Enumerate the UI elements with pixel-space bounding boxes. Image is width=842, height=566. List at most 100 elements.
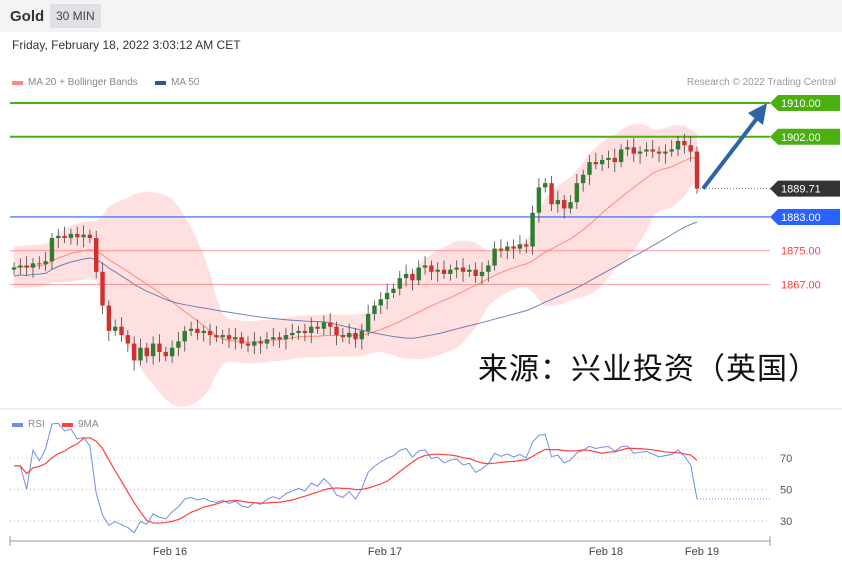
candle-body <box>81 234 86 238</box>
candle-body <box>644 149 649 152</box>
candle-body <box>125 335 131 344</box>
candle-body <box>87 234 93 239</box>
rsi-tick-label: 30 <box>780 516 792 528</box>
candle-body <box>549 183 554 205</box>
candle-body <box>68 233 74 239</box>
candle-body <box>309 326 314 333</box>
rsi-tick-label: 70 <box>780 453 792 465</box>
level-label: 1883.00 <box>781 212 821 224</box>
target-arrow-head <box>748 103 767 125</box>
candle-body <box>663 151 668 154</box>
copyright: Research © 2022 Trading Central <box>686 77 836 88</box>
candle-body <box>561 200 567 209</box>
candle-body <box>334 326 339 336</box>
candle-body <box>328 322 333 327</box>
legend-ma20: MA 20 + Bollinger Bands <box>12 77 138 88</box>
candle-body <box>599 159 605 165</box>
legend-swatch <box>155 80 166 85</box>
candle-body <box>169 347 175 357</box>
legend-label: RSI <box>28 419 45 430</box>
candle-body <box>669 149 674 152</box>
candle-body <box>144 347 150 357</box>
candle-body <box>460 267 466 272</box>
symbol-title: Gold <box>10 8 45 25</box>
rsi-line <box>14 422 698 534</box>
candle-body <box>264 339 270 344</box>
legend-swatch <box>12 422 23 427</box>
candle-body <box>580 174 586 184</box>
candle-body <box>302 330 308 333</box>
candle-body <box>511 246 516 249</box>
candle-body <box>258 341 263 344</box>
candle-body <box>574 183 580 203</box>
candle-body <box>384 292 390 300</box>
candle-body <box>49 238 55 262</box>
legend-ma50: MA 50 <box>155 77 199 88</box>
candle-body <box>11 267 17 270</box>
candle-body <box>403 273 409 279</box>
candle-body <box>201 330 206 333</box>
x-tick-label: Feb 17 <box>368 546 402 558</box>
candle-body <box>625 147 630 150</box>
candle-body <box>498 248 504 251</box>
candle-body <box>100 271 105 306</box>
candle-body <box>410 273 415 281</box>
candle-body <box>454 267 459 270</box>
candle-body <box>138 347 143 361</box>
candle-body <box>43 261 48 265</box>
watermark: 来源：兴业投资（英国） <box>478 353 819 386</box>
candle-body <box>435 269 440 272</box>
candle-body <box>75 233 80 238</box>
candle-body <box>150 343 156 357</box>
candle-body <box>24 265 29 268</box>
candle-body <box>637 151 643 154</box>
legend-label: MA 50 <box>171 77 200 88</box>
legend-swatch <box>12 80 23 85</box>
candle-body <box>245 343 251 346</box>
candle-body <box>207 330 213 336</box>
candle-body <box>94 238 99 272</box>
candle-body <box>650 149 655 152</box>
candle-body <box>252 341 257 346</box>
candle-body <box>593 162 599 165</box>
candle-body <box>157 343 162 352</box>
legend-rsi-ma: 9MA <box>62 419 99 430</box>
candle-body <box>353 332 358 340</box>
candle-body <box>612 157 617 163</box>
candle-body <box>119 326 124 336</box>
candle-body <box>378 299 383 306</box>
candle-body <box>372 305 377 314</box>
candle-body <box>486 265 491 272</box>
candle-body <box>296 330 301 333</box>
candle-body <box>505 246 510 251</box>
candle-body <box>416 267 421 281</box>
level-label: 1875.00 <box>781 246 821 258</box>
candle-body <box>656 151 662 154</box>
level-label: 1902.00 <box>781 132 821 144</box>
candle-body <box>536 187 542 213</box>
candle-body <box>340 335 346 338</box>
candle-body <box>195 328 200 333</box>
candle-body <box>530 212 535 247</box>
x-tick-label: Feb 16 <box>153 546 187 558</box>
candle-body <box>587 162 592 175</box>
candle-body <box>106 305 112 331</box>
candle-body <box>543 183 548 188</box>
candle-body <box>568 202 573 209</box>
candle-body <box>18 265 23 268</box>
candle-body <box>290 332 295 336</box>
timeframe-button[interactable]: 30 MIN <box>50 4 101 28</box>
candle-body <box>675 140 681 150</box>
candle-body <box>694 151 700 189</box>
candle-body <box>163 351 168 357</box>
candle-body <box>359 330 365 340</box>
level-label: 1910.00 <box>781 98 821 110</box>
candle-body <box>321 322 327 329</box>
candle-body <box>441 269 447 274</box>
candle-body <box>606 157 611 160</box>
x-tick-label: Feb 18 <box>589 546 623 558</box>
candle-body <box>239 337 244 344</box>
candle-body <box>131 343 137 361</box>
candle-body <box>618 149 624 163</box>
